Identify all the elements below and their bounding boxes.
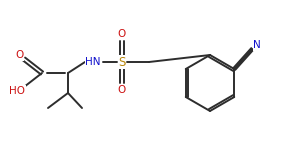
Text: HO: HO bbox=[9, 86, 25, 96]
Text: O: O bbox=[118, 85, 126, 95]
Text: O: O bbox=[118, 29, 126, 39]
Text: S: S bbox=[118, 55, 126, 69]
Text: HN: HN bbox=[85, 57, 101, 67]
Text: O: O bbox=[15, 50, 23, 60]
Text: N: N bbox=[253, 40, 261, 50]
